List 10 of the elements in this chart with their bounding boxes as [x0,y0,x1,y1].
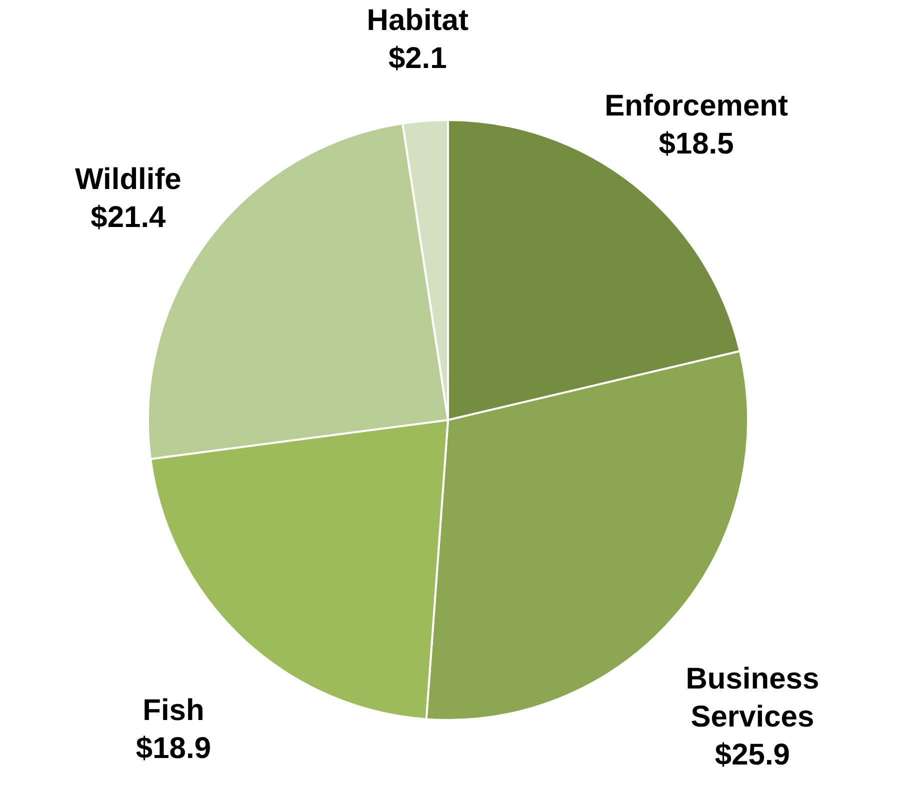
data-label: $18.9 [136,732,212,765]
slice-label: Wildlife [74,162,182,196]
slice-label: Fish [142,694,204,727]
data-label: $2.1 [388,42,447,76]
data-label: $21.4 [90,200,166,234]
slice-label: Enforcement [604,89,788,122]
slice-label: Business Services [686,662,820,734]
data-label: $18.5 [658,127,734,160]
slice-label: Habitat [366,4,468,38]
data-label: $25.9 [714,738,790,772]
